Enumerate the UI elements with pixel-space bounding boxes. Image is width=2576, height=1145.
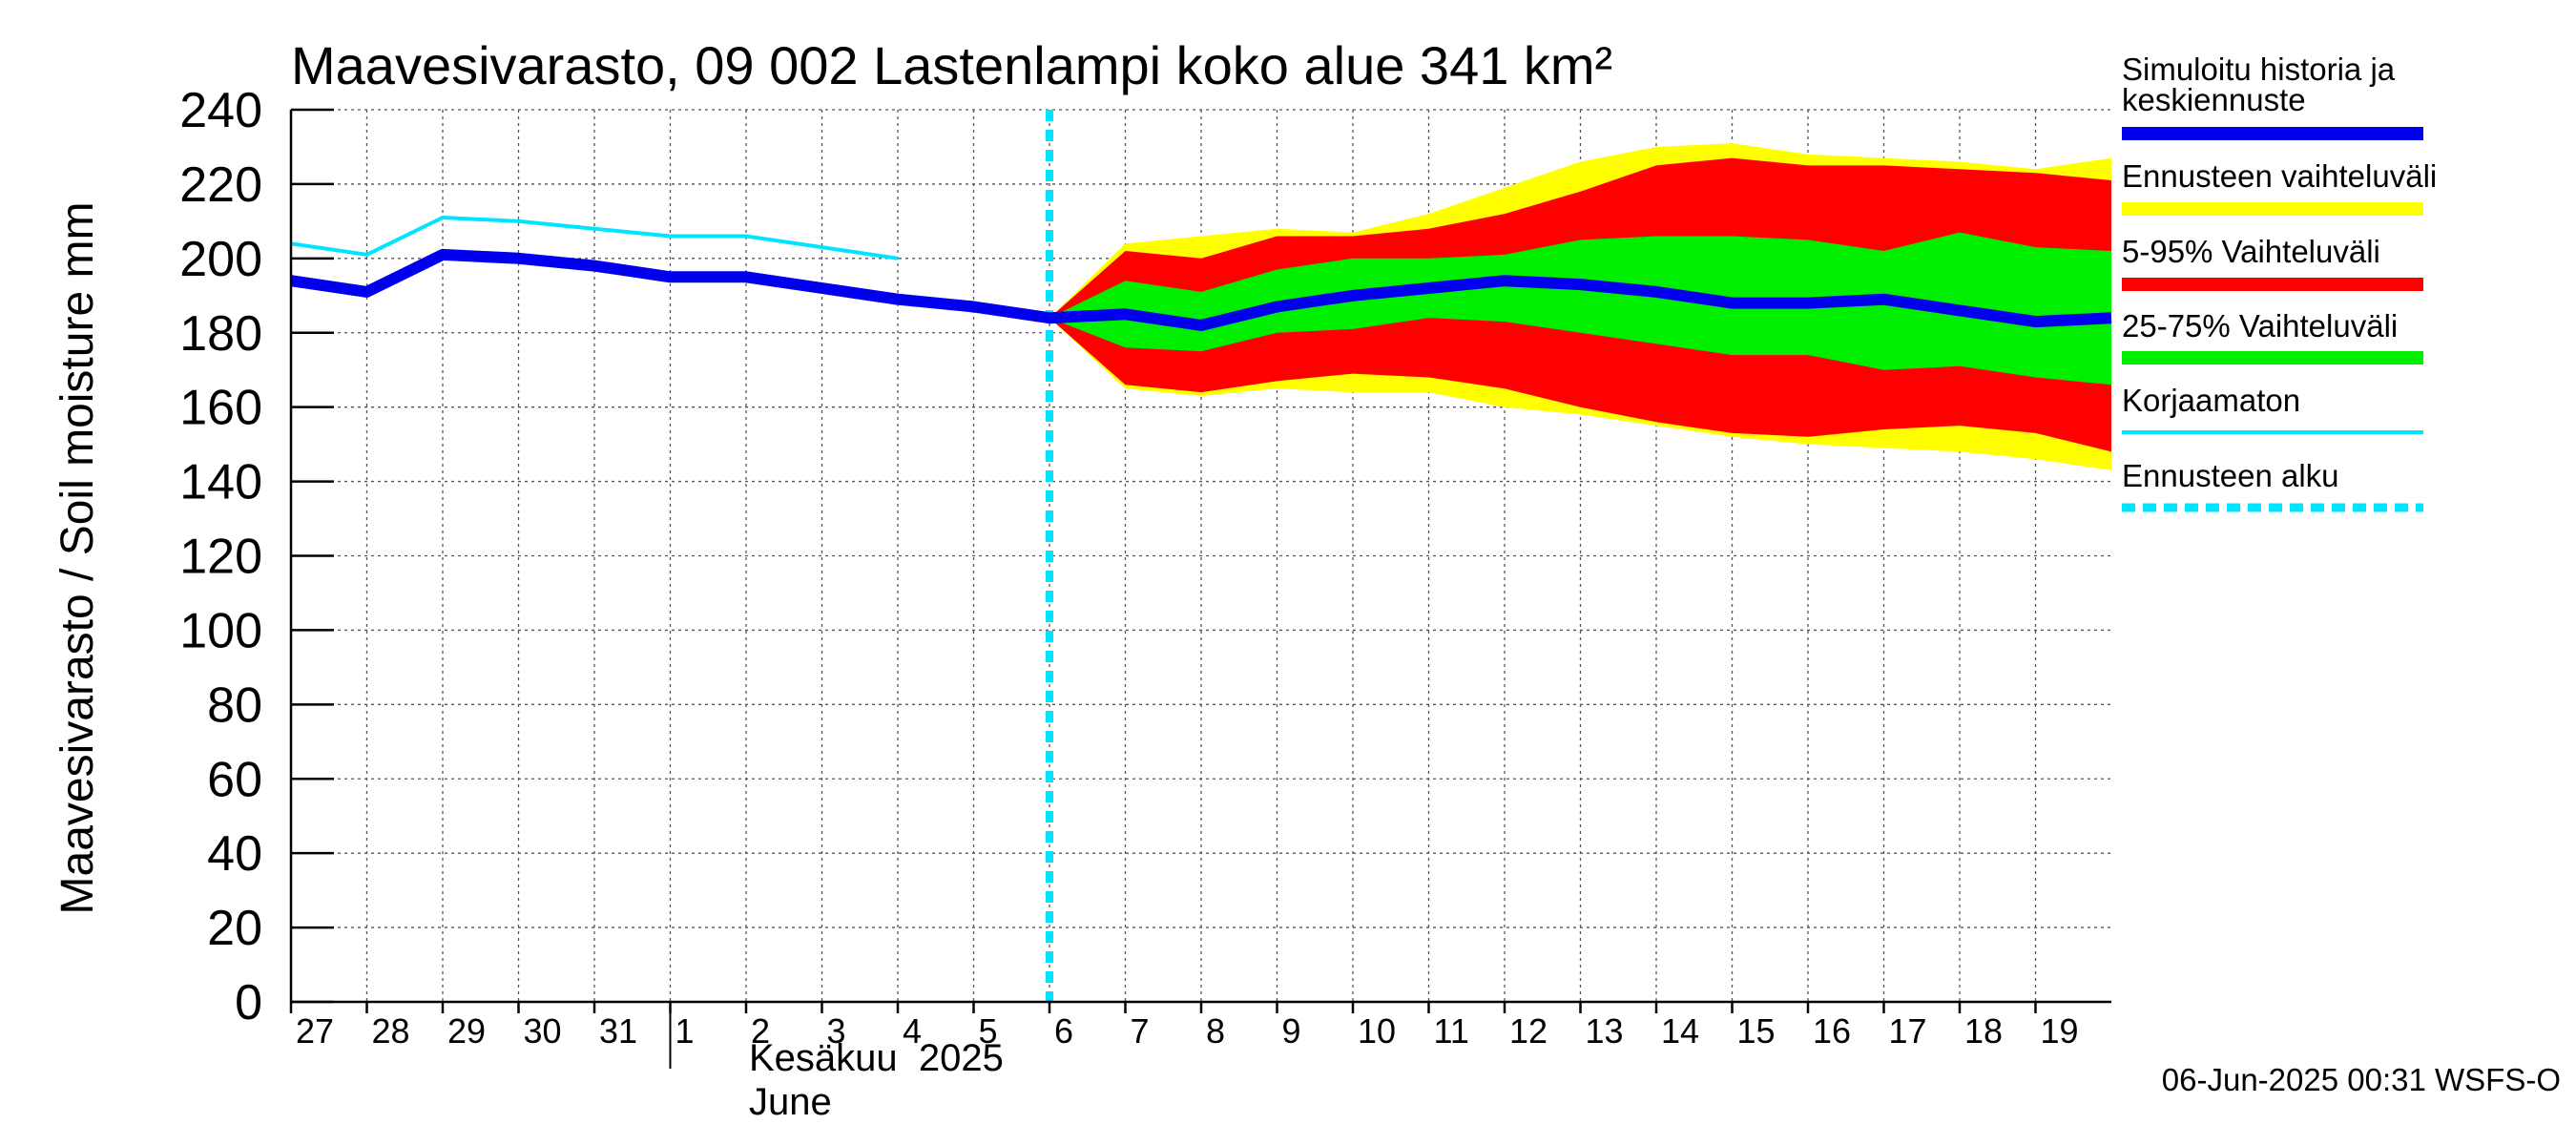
history-line bbox=[290, 248, 2112, 331]
x-tick-label: 3 bbox=[827, 1011, 846, 1051]
x-tick-label: 28 bbox=[372, 1011, 410, 1051]
y-tick-label: 200 bbox=[179, 232, 262, 287]
x-tick-label: 8 bbox=[1206, 1011, 1225, 1051]
y-tick-label: 60 bbox=[207, 752, 262, 807]
x-tick-label: 16 bbox=[1813, 1011, 1851, 1051]
legend-label: Korjaamaton bbox=[2122, 383, 2300, 418]
x-tick-label: 29 bbox=[447, 1011, 486, 1051]
legend-item: Ennusteen alku bbox=[2122, 458, 2423, 512]
y-tick-label: 160 bbox=[179, 381, 262, 436]
y-tick-label: 180 bbox=[179, 306, 262, 362]
series-lines bbox=[290, 110, 2112, 1002]
y-tick-label: 40 bbox=[207, 826, 262, 882]
y-tick-label: 100 bbox=[179, 603, 262, 658]
x-tick-label: 19 bbox=[2041, 1011, 2079, 1051]
legend-item: 5-95% Vaihteluväli bbox=[2122, 234, 2423, 291]
chart-title: Maavesivarasto, 09 002 Lastenlampi koko … bbox=[291, 35, 1612, 95]
month-label-fi: Kesäkuu 2025 bbox=[749, 1037, 1004, 1079]
x-tick-label: 2 bbox=[751, 1011, 770, 1051]
y-tick-label: 0 bbox=[235, 975, 262, 1030]
y-axis-label: Maavesivarasto / Soil moisture mm bbox=[52, 202, 103, 915]
x-tick-label: 14 bbox=[1661, 1011, 1699, 1051]
legend-label-line2: keskiennuste bbox=[2122, 82, 2306, 117]
month-label-en: June bbox=[749, 1081, 832, 1123]
x-tick-label: 18 bbox=[1964, 1011, 2003, 1051]
footer-timestamp: 06-Jun-2025 00:31 WSFS-O bbox=[2162, 1062, 2561, 1097]
x-tick-label: 30 bbox=[524, 1011, 562, 1051]
y-tick-label: 140 bbox=[179, 455, 262, 510]
x-tick-label: 31 bbox=[599, 1011, 637, 1051]
x-tick-label: 10 bbox=[1358, 1011, 1396, 1051]
forecast-bands bbox=[1049, 143, 2111, 470]
y-tick-label: 80 bbox=[207, 677, 262, 733]
y-tick-label: 20 bbox=[207, 901, 262, 956]
legend-label: Ennusteen vaihteluväli bbox=[2122, 158, 2437, 194]
x-tick-label: 7 bbox=[1131, 1011, 1150, 1051]
legend-label: Ennusteen alku bbox=[2122, 458, 2339, 493]
x-tick-label: 1 bbox=[675, 1011, 695, 1051]
y-tick-label: 120 bbox=[179, 530, 262, 585]
legend-item: Korjaamaton bbox=[2122, 383, 2423, 434]
x-tick-label: 13 bbox=[1586, 1011, 1624, 1051]
x-tick-label: 4 bbox=[903, 1011, 922, 1051]
legend-item: 25-75% Vaihteluväli bbox=[2122, 308, 2423, 364]
x-tick-label: 15 bbox=[1737, 1011, 1776, 1051]
x-tick-label: 6 bbox=[1054, 1011, 1073, 1051]
x-tick-label: 9 bbox=[1282, 1011, 1301, 1051]
x-tick-label: 12 bbox=[1509, 1011, 1548, 1051]
x-tick-label: 5 bbox=[979, 1011, 998, 1051]
y-tick-label: 240 bbox=[179, 83, 262, 138]
x-tick-label: 27 bbox=[296, 1011, 334, 1051]
band-25-75 bbox=[1049, 232, 2111, 385]
x-tick-label: 11 bbox=[1434, 1011, 1469, 1051]
legend-item: Ennusteen vaihteluväli bbox=[2122, 158, 2437, 216]
legend-label: Simuloitu historia ja bbox=[2122, 52, 2396, 87]
uncorrected-line bbox=[290, 216, 899, 260]
x-tick-label: 17 bbox=[1889, 1011, 1927, 1051]
legend-label: 25-75% Vaihteluväli bbox=[2122, 308, 2398, 344]
legend-label: 5-95% Vaihteluväli bbox=[2122, 234, 2380, 269]
y-tick-label: 220 bbox=[179, 157, 262, 213]
